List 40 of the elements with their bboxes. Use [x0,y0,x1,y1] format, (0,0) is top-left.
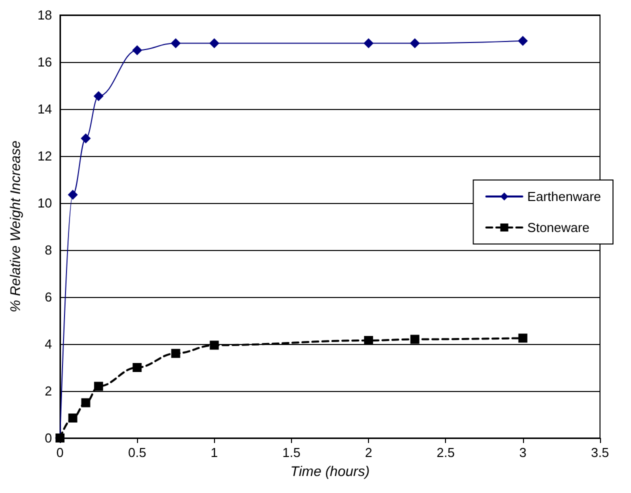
point [518,36,528,46]
x-tick-label: 0.5 [128,445,146,460]
x-tick-label: 2 [364,445,372,460]
point [364,38,374,48]
y-tick-label: 4 [44,336,52,352]
x-axis-title: Time (hours) [290,463,370,479]
y-tick-label: 16 [38,54,52,70]
legend-label: Stoneware [527,220,590,235]
x-tick-label: 3.5 [590,445,610,460]
point [210,340,219,350]
y-tick-label: 2 [44,384,52,398]
point [94,382,104,391]
y-tick-label: 18 [38,8,52,22]
point [171,348,180,358]
point [68,414,78,423]
point [81,398,90,408]
point [209,38,220,48]
y-tick-label: 0 [44,430,52,446]
x-tick-label: 1 [210,445,218,460]
y-tick-label: 12 [38,148,52,164]
y-axis-title: % Relative Weight Increase [7,140,23,312]
point [410,334,420,344]
y-tick-label: 14 [38,102,52,116]
point [68,190,78,200]
x-tick-label: 1.5 [282,445,300,460]
y-tick-label: 10 [38,196,52,210]
point [132,363,142,372]
x-tick-label: 2.5 [436,445,455,460]
y-tick-label: 8 [44,242,52,258]
x-tick-label: 0 [56,445,64,460]
y-tick-label: 6 [44,290,52,304]
point [132,45,142,56]
point [518,334,528,343]
point [170,38,181,48]
point [410,38,420,48]
point [364,336,374,345]
point [80,133,91,144]
point [94,91,104,102]
x-tick-label: 3 [519,445,526,460]
legend-label: Earthenware [527,189,602,204]
